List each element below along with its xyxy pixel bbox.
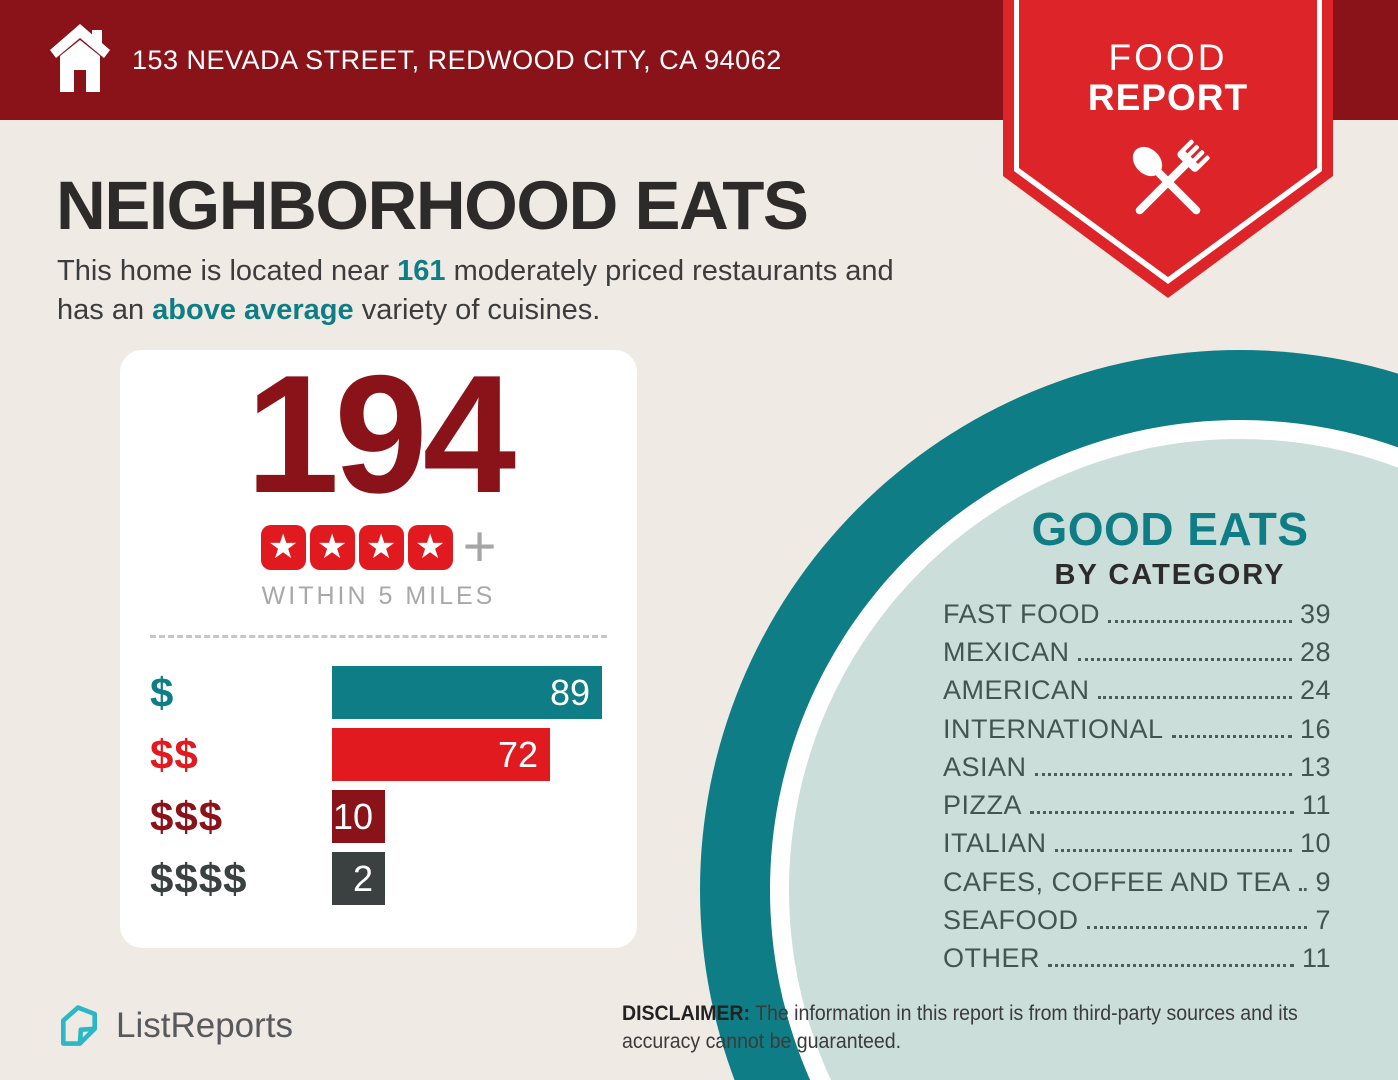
bar-value: 89 bbox=[549, 671, 590, 713]
intro-text: This home is located near 161 moderately… bbox=[57, 252, 894, 330]
category-row: ASIAN 13 bbox=[943, 748, 1331, 786]
intro-highlight: above average bbox=[152, 294, 354, 326]
category-value: 24 bbox=[1299, 675, 1331, 706]
dotted-leader bbox=[1108, 619, 1292, 623]
dotted-leader bbox=[1034, 772, 1292, 776]
category-row: ITALIAN 10 bbox=[943, 825, 1331, 863]
category-value: 39 bbox=[1299, 598, 1331, 629]
price-bar: 89 bbox=[332, 666, 602, 719]
spoon-fork-icon bbox=[1132, 139, 1210, 215]
bar-value: 72 bbox=[497, 733, 538, 775]
dashed-divider bbox=[150, 635, 607, 638]
price-bar-chart: $ 89 $$ 72 $$$ 10 $$$$ 2 bbox=[150, 666, 607, 914]
price-bar-row: $$ 72 bbox=[150, 728, 607, 781]
intro-text-2: moderately priced restaurants and bbox=[445, 255, 894, 287]
badge-line2: REPORT bbox=[1087, 76, 1249, 118]
star-icon: ★ bbox=[309, 524, 355, 570]
price-bar: 2 bbox=[332, 852, 385, 905]
category-label: FAST FOOD bbox=[943, 598, 1101, 629]
bar-track: 72 bbox=[332, 728, 607, 781]
category-label: AMERICAN bbox=[943, 675, 1090, 706]
dotted-leader bbox=[1298, 887, 1308, 891]
radius-label: WITHIN 5 MILES bbox=[261, 582, 496, 610]
rating-row: ★ ★ ★ ★ + bbox=[120, 514, 637, 579]
category-row: INTERNATIONAL 16 bbox=[943, 710, 1331, 748]
plus-icon: + bbox=[462, 514, 497, 579]
category-row: AMERICAN 24 bbox=[943, 672, 1331, 710]
star-icon: ★ bbox=[358, 524, 404, 570]
dotted-leader bbox=[1171, 734, 1292, 738]
category-label: SEAFOOD bbox=[943, 905, 1079, 936]
category-value: 13 bbox=[1299, 751, 1331, 782]
category-value: 16 bbox=[1299, 713, 1331, 744]
category-label: ITALIAN bbox=[943, 828, 1047, 859]
bar-track: 2 bbox=[332, 852, 607, 905]
category-value: 11 bbox=[1301, 790, 1331, 821]
category-value: 7 bbox=[1315, 905, 1331, 936]
dotted-leader bbox=[1030, 811, 1294, 815]
brand-name: ListReports bbox=[116, 1006, 294, 1045]
disclaimer: DISCLAIMER: The information in this repo… bbox=[622, 1000, 1298, 1056]
price-tier-label: $$ bbox=[150, 730, 199, 778]
category-label: ASIAN bbox=[943, 751, 1027, 782]
listreports-house-icon bbox=[61, 1005, 97, 1046]
good-eats-heading: GOOD EATS BY CATEGORY bbox=[950, 502, 1390, 592]
dotted-leader bbox=[1086, 926, 1308, 930]
price-bar-row: $$$$ 2 bbox=[150, 852, 607, 905]
category-row: SEAFOOD 7 bbox=[943, 901, 1331, 939]
total-restaurants: 194 bbox=[245, 340, 516, 528]
intro-text-3: has an bbox=[57, 294, 153, 326]
category-value: 28 bbox=[1299, 636, 1331, 667]
good-eats-title: GOOD EATS bbox=[1031, 503, 1309, 555]
price-tier-label: $$$$ bbox=[150, 854, 248, 902]
category-row: FAST FOOD 39 bbox=[943, 595, 1331, 633]
category-row: MEXICAN 28 bbox=[943, 633, 1331, 671]
category-value: 9 bbox=[1315, 866, 1331, 897]
price-tier-label: $$$ bbox=[150, 792, 224, 840]
bar-track: 10 bbox=[332, 790, 607, 843]
dotted-leader bbox=[1077, 657, 1292, 661]
category-label: OTHER bbox=[943, 943, 1040, 974]
listreports-logo: ListReports bbox=[55, 1002, 293, 1050]
category-label: PIZZA bbox=[943, 790, 1023, 821]
page-title: NEIGHBORHOOD EATS bbox=[56, 167, 809, 244]
badge-text: FOOD REPORT bbox=[1003, 38, 1333, 118]
dotted-leader bbox=[1048, 964, 1294, 968]
intro-text-4: variety of cuisines. bbox=[353, 294, 601, 326]
bar-value: 10 bbox=[332, 795, 373, 837]
category-value: 11 bbox=[1301, 943, 1331, 974]
star-icon: ★ bbox=[260, 524, 306, 570]
price-bar: 10 bbox=[332, 790, 385, 843]
category-row: CAFES, COFFEE AND TEA 9 bbox=[943, 863, 1331, 901]
bar-value: 2 bbox=[352, 857, 373, 899]
price-bar-row: $$$ 10 bbox=[150, 790, 607, 843]
disclaimer-line2: accuracy cannot be guaranteed. bbox=[622, 1030, 902, 1053]
category-value: 10 bbox=[1299, 828, 1331, 859]
disclaimer-label: DISCLAIMER: bbox=[622, 1002, 751, 1025]
good-eats-subtitle: BY CATEGORY bbox=[1054, 559, 1286, 591]
dotted-leader bbox=[1054, 849, 1292, 853]
property-address: 153 NEVADA STREET, REDWOOD CITY, CA 9406… bbox=[132, 44, 782, 75]
category-list: FAST FOOD 39 MEXICAN 28 AMERICAN 24 INTERNA… bbox=[943, 595, 1331, 978]
category-label: INTERNATIONAL bbox=[943, 713, 1164, 744]
dotted-leader bbox=[1097, 696, 1292, 700]
price-tier-label: $ bbox=[150, 668, 175, 716]
category-label: MEXICAN bbox=[943, 636, 1070, 667]
home-icon bbox=[50, 24, 110, 92]
rating-stars: ★ ★ ★ ★ bbox=[260, 524, 453, 570]
stats-card: 194 ★ ★ ★ ★ + WITHIN 5 MILES $ 89 $$ 72 $$$ bbox=[120, 350, 637, 948]
star-icon: ★ bbox=[407, 524, 453, 570]
bar-track: 89 bbox=[332, 666, 607, 719]
category-label: CAFES, COFFEE AND TEA bbox=[943, 866, 1291, 897]
category-row: OTHER 11 bbox=[943, 940, 1331, 978]
disclaimer-line1: The information in this report is from t… bbox=[750, 1002, 1298, 1025]
food-report-badge: FOOD REPORT bbox=[1003, 0, 1333, 302]
intro-text-1: This home is located near bbox=[57, 255, 398, 287]
price-bar: 72 bbox=[332, 728, 550, 781]
badge-line1: FOOD bbox=[1108, 37, 1228, 78]
category-row: PIZZA 11 bbox=[943, 786, 1331, 824]
restaurant-count: 161 bbox=[397, 255, 446, 287]
price-bar-row: $ 89 bbox=[150, 666, 607, 719]
